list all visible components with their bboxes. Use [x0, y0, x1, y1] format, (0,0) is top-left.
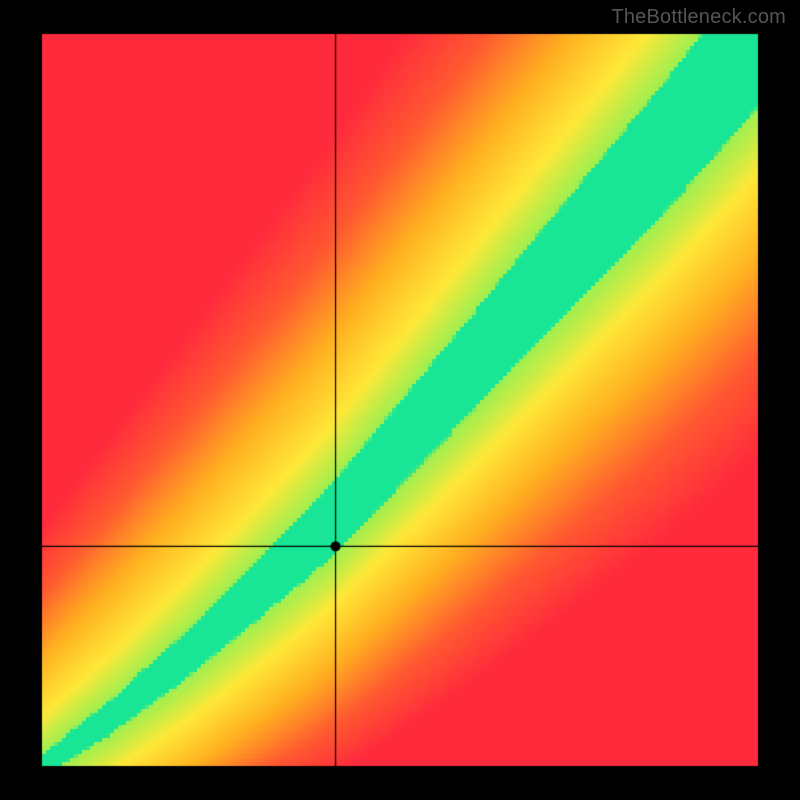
bottleneck-heatmap	[0, 0, 800, 800]
watermark-text: TheBottleneck.com	[611, 6, 786, 29]
chart-container: { "watermark": { "text": "TheBottleneck.…	[0, 0, 800, 800]
